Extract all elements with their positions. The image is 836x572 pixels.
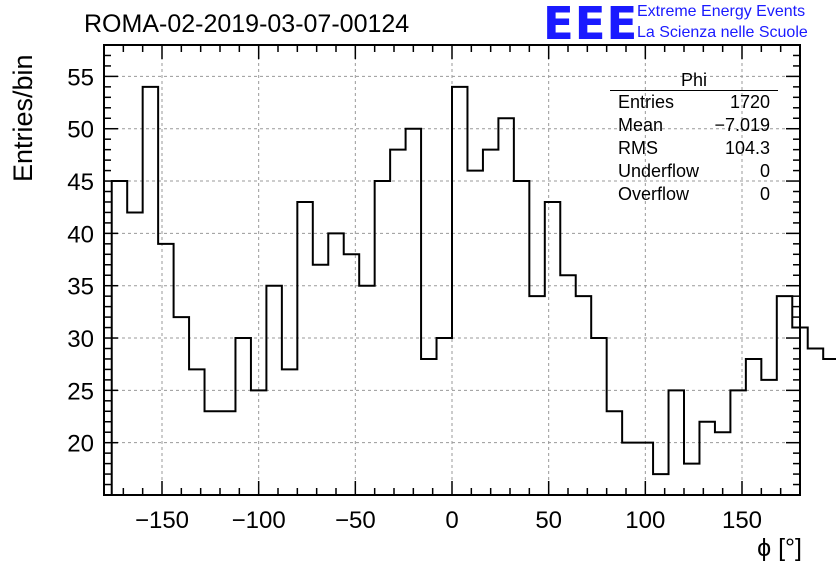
x-tick-label: −100	[232, 507, 286, 534]
x-tick-label: −50	[335, 507, 376, 534]
y-tick-label: 25	[67, 378, 94, 405]
tick-labels: −150 −100 −50 0 50 100 150 20 25 30 35 40 45 50 55	[67, 64, 762, 534]
stats-value: 104.3	[724, 138, 770, 158]
stats-label: Entries	[618, 92, 675, 112]
stats-row-entries: Entries 1720	[610, 91, 778, 114]
stats-value: −7.019	[714, 115, 770, 135]
x-tick-label: 150	[722, 507, 762, 534]
stats-label: RMS	[618, 138, 658, 158]
x-tick-label: 0	[445, 507, 458, 534]
stats-row-overflow: Overflow 0	[610, 183, 778, 206]
histogram-series	[110, 85, 836, 495]
stats-name: Phi	[610, 70, 778, 91]
axis-ticks	[104, 45, 800, 495]
plot-frame	[103, 44, 801, 496]
logo-line-1: Extreme Energy Events	[637, 3, 806, 20]
stats-row-rms: RMS 104.3	[610, 137, 778, 160]
stats-label: Mean	[618, 115, 664, 135]
stats-box: Phi Entries 1720 Mean −7.019 RMS 104.3 U…	[610, 70, 778, 206]
stats-value: 0	[759, 161, 770, 181]
stats-value: 0	[759, 184, 770, 204]
y-tick-label: 20	[67, 431, 94, 458]
y-tick-label: 50	[67, 117, 94, 144]
run-title: ROMA-02-2019-03-07-00124	[84, 10, 410, 38]
x-tick-label: 50	[535, 507, 562, 534]
y-tick-label: 55	[67, 64, 94, 91]
stats-label: Overflow	[618, 184, 690, 204]
stats-value: 1720	[729, 92, 770, 112]
stats-row-underflow: Underflow 0	[610, 160, 778, 183]
y-tick-label: 35	[67, 274, 94, 301]
x-tick-label: 100	[625, 507, 665, 534]
y-axis-label: Entries/bin	[8, 54, 38, 182]
logo-line-2: La Scienza nelle Scuole	[637, 24, 808, 41]
eee-logo: EEE	[543, 0, 639, 50]
x-tick-label: −150	[135, 507, 189, 534]
y-tick-label: 40	[67, 221, 94, 248]
stats-row-mean: Mean −7.019	[610, 114, 778, 137]
y-tick-label: 45	[67, 169, 94, 196]
x-axis-label: ϕ [°]	[757, 534, 802, 562]
stats-label: Underflow	[618, 161, 700, 181]
y-tick-label: 30	[67, 326, 94, 353]
